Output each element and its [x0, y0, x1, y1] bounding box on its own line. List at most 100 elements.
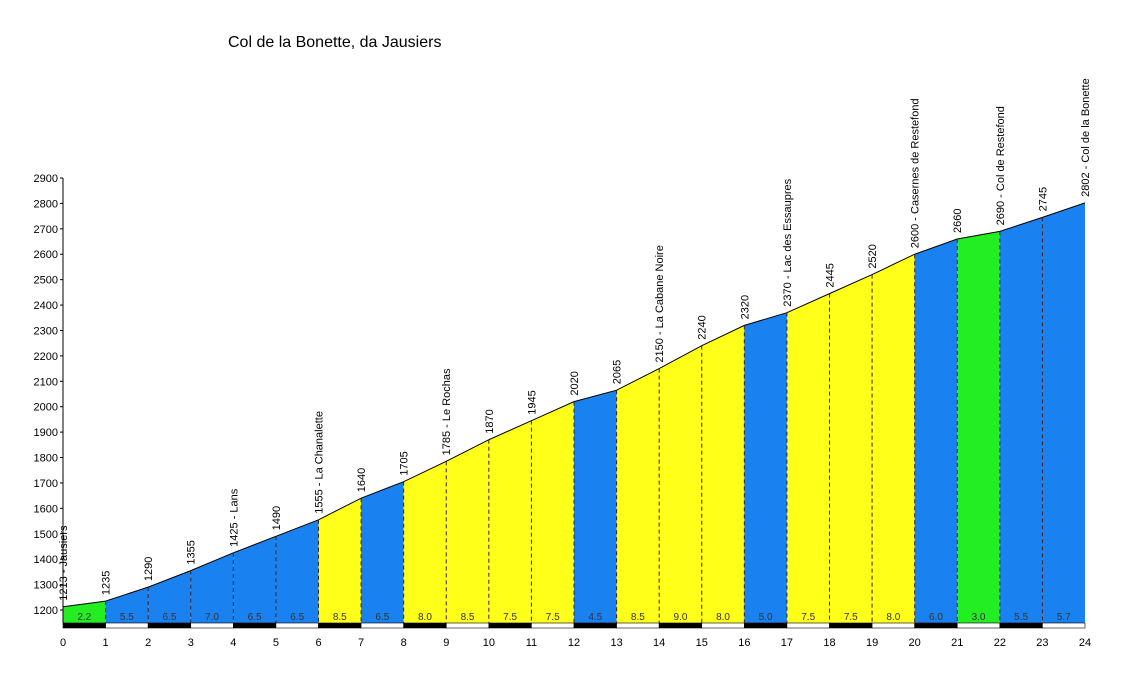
y-tick-label: 1800 — [34, 453, 58, 465]
gradient-label: 3.0 — [972, 612, 986, 623]
segment-fill — [1042, 202, 1085, 623]
point-label: 1945 — [526, 390, 538, 414]
chart-title: Col de la Bonette, da Jausiers — [228, 34, 442, 51]
km-strip — [360, 622, 404, 629]
gradient-label: 2.2 — [77, 612, 91, 623]
x-tick-label: 12 — [568, 637, 580, 649]
gradient-label: 5.7 — [1057, 612, 1071, 623]
km-strip — [403, 622, 447, 629]
y-tick-label: 2100 — [34, 376, 58, 388]
gradient-label: 6.5 — [375, 612, 389, 623]
segment-fill — [659, 345, 702, 623]
y-tick-label: 2900 — [34, 173, 58, 185]
x-tick-label: 3 — [188, 637, 194, 649]
gradient-label: 8.0 — [886, 612, 900, 623]
gradient-label: 8.0 — [418, 612, 432, 623]
point-label: 1213 - Jausiers — [58, 525, 70, 601]
x-tick-label: 1 — [103, 637, 109, 649]
segment-fill — [914, 238, 958, 624]
y-tick-label: 1900 — [34, 427, 58, 439]
km-strip — [147, 622, 192, 629]
gradient-label: 8.0 — [716, 612, 730, 623]
x-tick-label: 19 — [866, 637, 878, 649]
km-strip — [616, 622, 660, 629]
y-tick-label: 1200 — [34, 605, 58, 617]
point-label: 2520 — [867, 244, 879, 268]
point-label: 1355 — [186, 540, 198, 564]
km-strip — [105, 622, 149, 629]
segment-fill — [403, 461, 447, 623]
point-label: 2802 - Col de la Bonette — [1080, 78, 1092, 197]
segment-fill — [275, 519, 319, 623]
segment-fill — [872, 254, 915, 623]
point-label: 2600 - Casernes de Restefond — [910, 98, 922, 248]
km-strip — [318, 622, 362, 629]
km-strip — [531, 622, 575, 629]
y-tick-label: 2000 — [34, 402, 58, 414]
gradient-label: 7.5 — [546, 612, 560, 623]
km-strip — [744, 622, 788, 629]
x-tick-label: 4 — [230, 637, 236, 649]
y-tick-label: 2200 — [34, 351, 58, 363]
segment-fill — [701, 325, 745, 623]
gradient-label: 4.5 — [588, 612, 602, 623]
x-tick-label: 17 — [781, 637, 793, 649]
segment-fill — [999, 217, 1043, 623]
x-tick-label: 0 — [60, 637, 66, 649]
segment-fill — [616, 368, 660, 623]
x-tick-label: 16 — [738, 637, 750, 649]
point-label: 2690 - Col de Restefond — [995, 106, 1007, 225]
segment-fill — [574, 390, 617, 623]
x-tick-label: 18 — [823, 637, 835, 649]
y-tick-label: 1600 — [34, 503, 58, 515]
segment-fill — [786, 293, 830, 623]
x-tick-label: 6 — [315, 637, 321, 649]
segment-fill — [190, 552, 234, 623]
km-strip — [701, 622, 745, 629]
km-strip — [233, 622, 277, 629]
point-label: 1555 - La Chanalette — [314, 411, 326, 514]
point-label: 1705 — [399, 451, 411, 475]
gradient-label: 6.5 — [248, 612, 262, 623]
x-tick-label: 10 — [483, 637, 495, 649]
gradient-label: 8.5 — [631, 612, 645, 623]
x-tick-label: 15 — [696, 637, 708, 649]
km-strip — [658, 622, 703, 629]
km-strip — [62, 622, 106, 629]
point-label: 2150 - La Cabane Noire — [654, 245, 666, 362]
x-tick-label: 23 — [1036, 637, 1048, 649]
segment-fill — [105, 587, 149, 623]
gradient-label: 6.5 — [163, 612, 177, 623]
y-tick-label: 2300 — [34, 325, 58, 337]
point-label: 2020 — [569, 371, 581, 395]
point-label: 2660 — [952, 209, 964, 233]
gradient-label: 8.5 — [333, 612, 347, 623]
km-strip — [999, 622, 1043, 629]
segment-fill — [446, 439, 489, 623]
gradient-label: 6.5 — [290, 612, 304, 623]
segment-fill — [488, 420, 532, 623]
gradient-label: 8.5 — [461, 612, 475, 623]
km-strip — [914, 622, 958, 629]
point-label: 1425 - Lans — [228, 488, 240, 547]
x-tick-label: 13 — [610, 637, 622, 649]
km-strip — [445, 622, 490, 629]
segment-fill — [744, 312, 787, 623]
segment-fill — [531, 401, 574, 623]
x-tick-label: 14 — [653, 637, 665, 649]
gradient-label: 7.5 — [503, 612, 517, 623]
point-label: 1870 — [484, 409, 496, 433]
point-label: 1640 — [356, 468, 368, 492]
y-tick-label: 1700 — [34, 478, 58, 490]
x-tick-label: 9 — [443, 637, 449, 649]
point-label: 2065 — [612, 360, 624, 384]
y-tick-label: 2500 — [34, 275, 58, 287]
gradient-label: 5.5 — [1014, 612, 1028, 623]
point-label: 1785 - Le Rochas — [441, 368, 453, 455]
gradient-label: 7.5 — [844, 612, 858, 623]
y-tick-label: 2700 — [34, 224, 58, 236]
y-tick-label: 2400 — [34, 300, 58, 312]
gradient-label: 7.0 — [205, 612, 219, 623]
y-tick-label: 2600 — [34, 249, 58, 261]
